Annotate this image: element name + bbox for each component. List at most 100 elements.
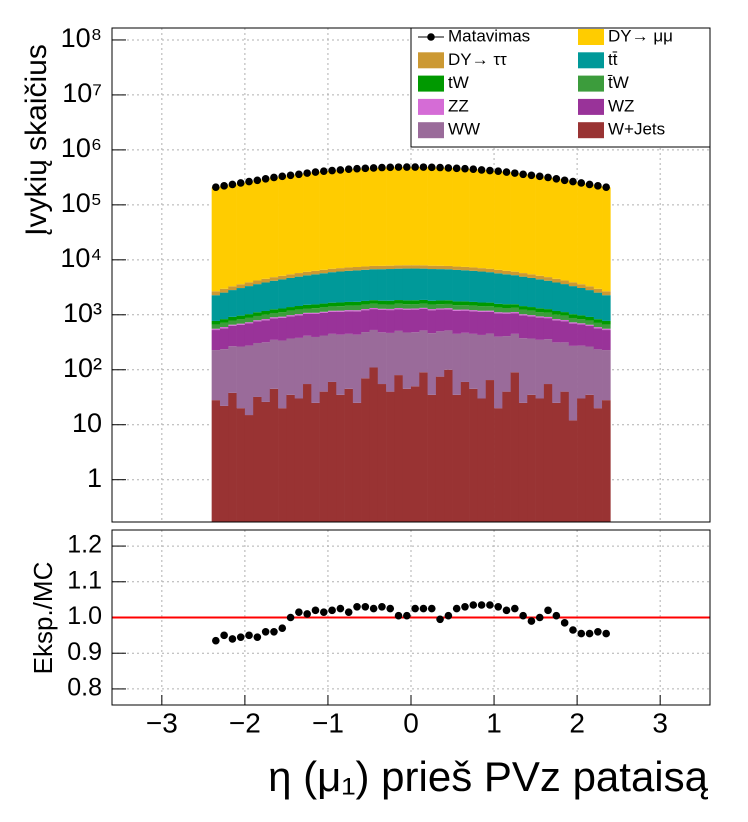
histogram-bar (253, 320, 262, 322)
histogram-bar (527, 316, 536, 339)
histogram-bar (236, 183, 246, 285)
histogram-bar (286, 277, 296, 308)
legend-swatch (578, 122, 604, 139)
histogram-bar (261, 282, 271, 311)
histogram-bar (411, 386, 420, 522)
histogram-bar (269, 280, 279, 310)
ratio-point (527, 617, 536, 625)
histogram-bar (253, 315, 262, 321)
histogram-bar (419, 268, 428, 300)
histogram-bar (344, 333, 354, 389)
data-point (411, 163, 419, 171)
data-point (286, 171, 295, 180)
legend-swatch (578, 29, 604, 45)
ratio-point (552, 611, 561, 620)
histogram-bar (253, 321, 262, 343)
histogram-bar (228, 392, 237, 522)
data-point (236, 179, 245, 187)
histogram-bar (560, 284, 570, 313)
histogram-bar (419, 372, 428, 522)
data-point (403, 163, 411, 171)
ratio-point (560, 619, 569, 627)
histogram-bar (593, 349, 603, 409)
histogram-bar (593, 322, 603, 328)
histogram-bar (402, 300, 412, 305)
histogram-bar (261, 401, 271, 522)
histogram-bar (394, 330, 403, 376)
histogram-bar (311, 308, 320, 313)
histogram-bar (219, 292, 229, 320)
histogram-bar (552, 311, 561, 315)
histogram-bar (336, 268, 345, 272)
histogram-bar (510, 307, 520, 313)
histogram-bar (577, 323, 586, 325)
histogram-bar (394, 167, 403, 266)
histogram-bar (211, 350, 221, 401)
data-point (212, 183, 220, 191)
histogram-bar (510, 271, 520, 276)
histogram-bar (435, 304, 445, 309)
x-tick-label: 3 (652, 707, 668, 738)
histogram-bar (352, 311, 362, 335)
histogram-bar (494, 312, 503, 314)
data-point (295, 170, 303, 179)
data-point (444, 164, 453, 172)
histogram-bar (452, 269, 462, 302)
histogram-bar (303, 312, 312, 314)
histogram-bar (211, 324, 221, 329)
ratio-point (569, 626, 577, 634)
histogram-bar (411, 304, 420, 309)
histogram-bar (303, 335, 312, 385)
histogram-bar (311, 270, 320, 275)
legend-label: t̄W (607, 73, 629, 92)
histogram-bar (377, 269, 387, 301)
histogram-bar (352, 270, 362, 302)
histogram-bar (502, 304, 511, 309)
histogram-bar (568, 314, 578, 318)
legend-label: DY→ μμ (608, 26, 673, 45)
data-point (461, 164, 469, 173)
legend-label: WZ (608, 96, 634, 115)
x-tick-label: −1 (312, 707, 344, 738)
histogram-bar (394, 308, 403, 310)
histogram-bar (236, 315, 246, 320)
histogram-bar (477, 398, 487, 522)
ratio-point (311, 606, 320, 615)
x-tick-label: −3 (146, 707, 178, 738)
data-point (311, 168, 320, 176)
histogram-bar (444, 308, 453, 310)
legend-swatch (418, 75, 444, 92)
histogram-bar (444, 309, 453, 331)
histogram-bar (460, 270, 470, 302)
y-tick-label: 10⁷ (62, 78, 102, 108)
histogram-bar (518, 338, 528, 403)
histogram-bar (518, 306, 528, 310)
histogram-bar (253, 284, 262, 313)
histogram-bar (435, 300, 445, 305)
histogram-bar (602, 324, 611, 329)
histogram-bar (236, 288, 246, 316)
histogram-bar (327, 306, 337, 311)
ratio-point (602, 629, 610, 638)
histogram-bar (485, 302, 495, 307)
histogram-bar (593, 292, 603, 320)
histogram-bar (494, 408, 503, 522)
histogram-bar (518, 315, 528, 339)
histogram-bar (219, 349, 229, 406)
histogram-bar (427, 167, 437, 266)
histogram-bar (494, 307, 503, 313)
histogram-bar (560, 321, 570, 343)
histogram-bar (211, 295, 221, 321)
ratio-point (353, 602, 361, 611)
histogram-bar (510, 304, 520, 308)
histogram-bar (552, 314, 561, 320)
data-point (261, 174, 270, 183)
histogram-bar (518, 276, 528, 307)
histogram-bar (527, 277, 536, 308)
histogram-bar (219, 186, 229, 289)
histogram-bar (402, 304, 412, 309)
histogram-bar (261, 342, 271, 402)
histogram-bar (311, 312, 320, 314)
histogram-bar (361, 310, 370, 333)
ratio-point (403, 611, 411, 620)
